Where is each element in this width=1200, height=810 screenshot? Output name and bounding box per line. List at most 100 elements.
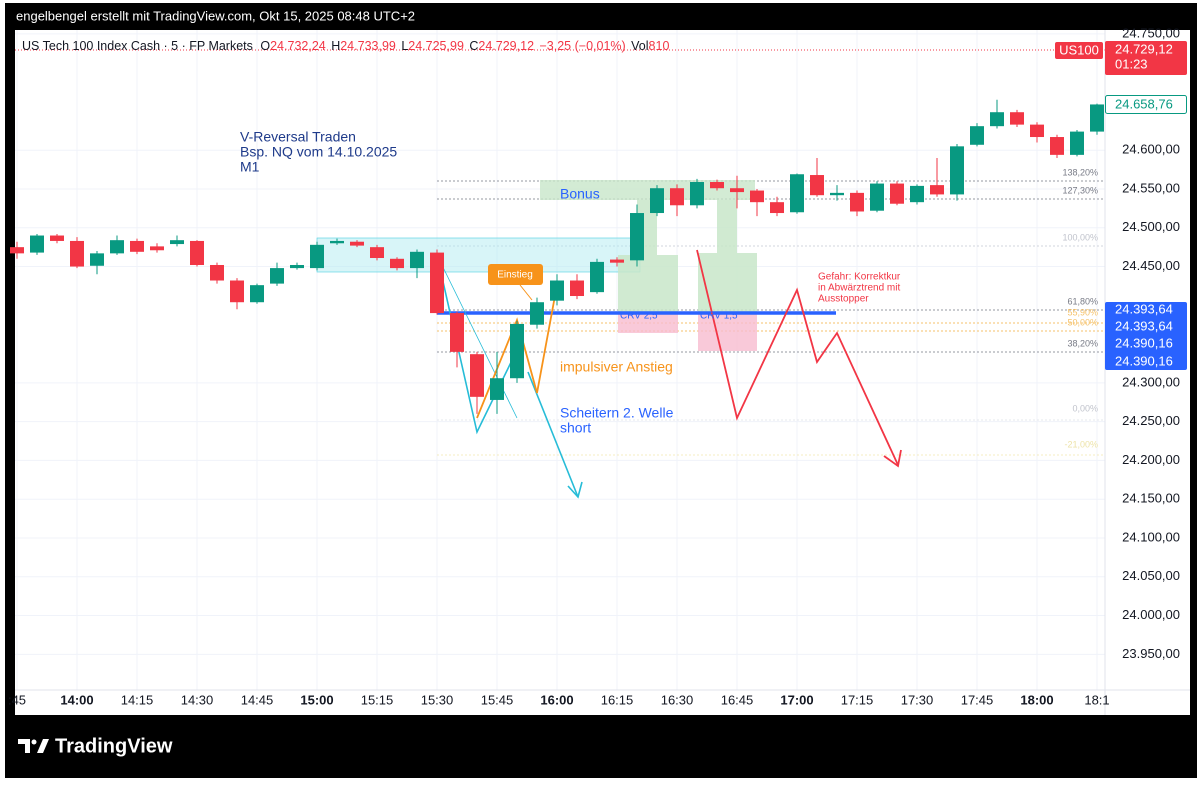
legend-value: 24.732,24 (270, 39, 326, 53)
annotation: CRV 2,5 (620, 311, 658, 322)
x-tick-label: 14:30 (181, 692, 214, 707)
candle-body (130, 240, 144, 252)
y-tick-label: 24.150,00 (1122, 491, 1180, 506)
x-tick-label: 16:00 (540, 692, 573, 707)
y-tick-label: 24.200,00 (1122, 452, 1180, 467)
x-tick-label: 14:45 (241, 692, 274, 707)
fib-label: 138,20% (1062, 167, 1098, 177)
x-tick-label: 17:00 (780, 692, 813, 707)
x-tick-label: 15:00 (300, 692, 333, 707)
candle-body (870, 183, 884, 211)
level-tag: 24.390,16 (1115, 353, 1173, 368)
candle-body (830, 192, 844, 196)
x-tick-label: 17:15 (841, 692, 874, 707)
candle-body (690, 182, 704, 206)
fib-label: 61,80% (1067, 296, 1098, 306)
x-tick-label: 18:1 (1084, 692, 1109, 707)
candle-body (370, 247, 384, 259)
logo-mark (37, 739, 49, 753)
legend-value: 24.733,99 (340, 39, 396, 53)
legend-key: H (331, 39, 340, 53)
candle-body (470, 354, 484, 397)
target-zone (618, 200, 678, 312)
annotation: Ausstopper (818, 294, 869, 305)
candle-body (950, 146, 964, 195)
legend-key: L (401, 39, 408, 53)
candle-body (450, 313, 464, 352)
candle-body (50, 235, 64, 241)
y-tick-label: 24.050,00 (1122, 568, 1180, 583)
candle-body (790, 174, 804, 213)
candle-body (530, 302, 544, 325)
candle-body (670, 188, 684, 206)
candle-body (330, 240, 344, 244)
y-tick-label: 24.250,00 (1122, 413, 1180, 428)
annotation: CRV 1,5 (700, 311, 738, 322)
candle-body (750, 190, 764, 203)
fib-label: 55,90% (1067, 307, 1098, 317)
annotation: in Abwärztrend mit (818, 283, 900, 294)
axes: 24.750,00 24.600,00 24.550,00 24.500,00 24.4… (8, 25, 1190, 715)
candle-body (90, 253, 104, 266)
legend-change: −3,25 (−0,01%) (540, 39, 626, 53)
arrow-head (567, 481, 583, 499)
legend-value: 24.725,99 (408, 39, 464, 53)
stop-zone (618, 312, 678, 333)
annotation: impulsiver Anstieg (560, 359, 673, 375)
symbol-tag (1055, 42, 1103, 59)
chart-price-tag (1105, 95, 1187, 114)
level-tag: 24.393,64 (1115, 318, 1173, 333)
chart-price: 24.658,76 (1115, 96, 1173, 111)
logo (18, 739, 49, 753)
candle-body (510, 323, 524, 379)
y-tick-label: 23.950,00 (1122, 646, 1180, 661)
annotation: Gefahr: Korrektkur (818, 272, 901, 283)
candle-body (1050, 137, 1064, 155)
candle-body (310, 244, 324, 269)
candle-body (230, 280, 244, 303)
x-tick-label: 15:45 (481, 692, 514, 707)
candle-body (810, 175, 824, 196)
logo-mark (31, 739, 37, 745)
legend-key: C (469, 39, 478, 53)
x-tick-label: 16:30 (661, 692, 694, 707)
y-tick-label: 24.600,00 (1122, 142, 1180, 157)
candle-body (650, 188, 664, 214)
annotation: V-Reversal Traden (240, 129, 356, 145)
scenario-line (696, 249, 899, 466)
candle-body (390, 258, 404, 269)
y-tick-label: 24.100,00 (1122, 529, 1180, 544)
candle-body (1030, 124, 1044, 138)
candle-body (630, 213, 644, 261)
candles (10, 99, 1104, 414)
arrow-head (883, 449, 902, 468)
candle-body (30, 235, 44, 253)
candle-body (190, 240, 204, 265)
last-price-tag (1105, 41, 1187, 75)
candle-body (430, 252, 444, 314)
x-tick-label: :45 (8, 692, 26, 707)
last-price: 24.729,12 (1115, 41, 1173, 56)
legend-key: O (260, 39, 270, 53)
annotation: Bonus (560, 186, 600, 202)
legend: US Tech 100 Index Cash · 5 · FP Markets … (22, 39, 669, 53)
x-tick-label: 17:30 (901, 692, 934, 707)
annotation: M1 (240, 159, 260, 175)
legend-key: Vol (631, 39, 648, 53)
x-tick-label: 18:00 (1020, 692, 1053, 707)
fib-label: -21,00% (1064, 439, 1098, 449)
fib-label: 38,20% (1067, 338, 1098, 348)
candle-body (1070, 131, 1084, 155)
candle-body (1010, 112, 1024, 125)
fib-label: 50,00% (1067, 317, 1098, 327)
x-tick-label: 15:15 (361, 692, 394, 707)
candle-body (610, 259, 624, 263)
y-tick-label: 24.500,00 (1122, 219, 1180, 234)
drawings: Einstieg V-Reversal Traden Bsp. NQ vom 1… (15, 49, 1105, 499)
candle-body (550, 280, 564, 301)
legend-value: 810 (649, 39, 670, 53)
y-tick-label: 24.300,00 (1122, 374, 1180, 389)
candle-body (410, 251, 424, 269)
fib-label: 127,30% (1062, 185, 1098, 195)
